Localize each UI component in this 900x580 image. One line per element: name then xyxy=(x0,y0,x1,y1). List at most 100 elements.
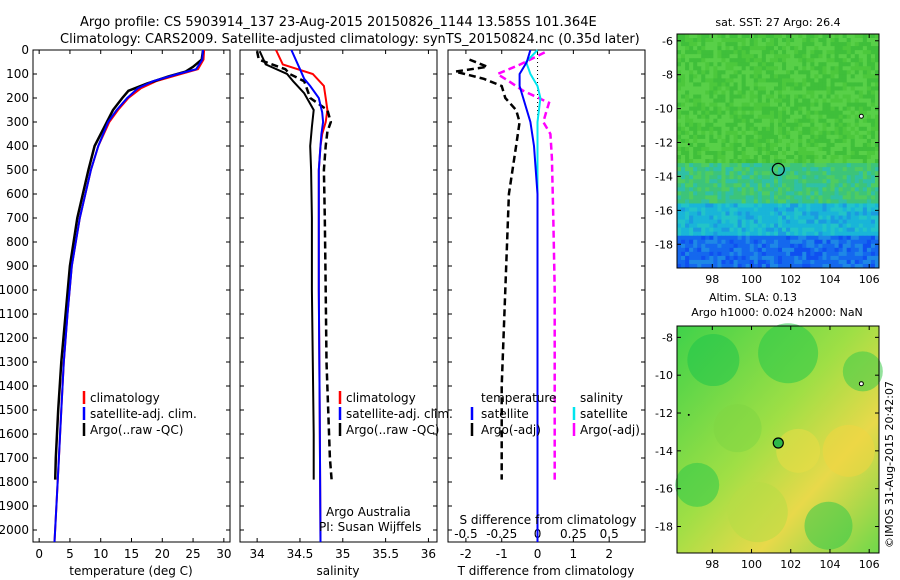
x-tick-label: 1 xyxy=(570,547,578,561)
argo-australia-label: Argo Australia xyxy=(326,505,411,519)
x-tick-label: 36 xyxy=(421,547,436,561)
depth-tick-label: 1600 xyxy=(0,427,29,441)
lon-tick-label: 102 xyxy=(780,273,801,286)
depth-tick-label: 2000 xyxy=(0,523,29,537)
salinity-legend: climatology satellite-adj. clim. Argo(..… xyxy=(338,391,453,437)
temperature-xlabel: temperature (deg C) xyxy=(69,564,192,578)
x-tick-label: 34.5 xyxy=(287,547,314,561)
depth-tick-label: 0 xyxy=(21,43,29,57)
legend-climatology: climatology xyxy=(90,391,160,405)
island-marker xyxy=(858,113,864,119)
x-tick-label: 34 xyxy=(249,547,264,561)
x-tick-label: 0 xyxy=(35,547,43,561)
pi-label: PI: Susan Wijffels xyxy=(319,520,421,534)
legend-salinity-title: salinity xyxy=(580,391,623,405)
x-tick-label: -1 xyxy=(496,547,508,561)
difference-toplabel: S difference from climatology xyxy=(460,513,637,527)
satellite-line xyxy=(290,49,325,543)
legend-temperature-title: temperature xyxy=(481,391,556,405)
x-tick-label: 35.5 xyxy=(372,547,399,561)
depth-tick-label: 1100 xyxy=(0,307,29,321)
island-marker xyxy=(687,143,690,146)
sla-map-frame xyxy=(676,325,880,554)
argo-line-2 xyxy=(258,50,315,480)
depth-tick-label: 900 xyxy=(6,259,29,273)
difference-xlabel: T difference from climatology xyxy=(457,564,635,578)
sst-map: 98 100 102 104 106 -6 -8 -10 -12 -14 -16 -18 xyxy=(655,34,880,286)
salinity-plot-frame xyxy=(239,49,438,543)
x-tick-label: 20 xyxy=(155,547,170,561)
x-tick-label: 25 xyxy=(185,547,200,561)
lat-tick-label: -18 xyxy=(655,521,673,534)
lat-tick-label: -16 xyxy=(655,483,673,496)
s-tick-label: -0.25 xyxy=(486,527,517,541)
sla-map-title-2: Argo h1000: 0.024 h2000: NaN xyxy=(691,306,863,319)
lat-tick-label: -10 xyxy=(655,369,673,382)
sla-map-title-1: Altim. SLA: 0.13 xyxy=(709,291,797,304)
lon-tick-label: 104 xyxy=(819,558,840,571)
difference-plot-frame xyxy=(447,49,646,543)
salinity-xlabel: salinity xyxy=(316,564,359,578)
x-tick-label: 0 xyxy=(534,547,542,561)
temperature-plot-frame xyxy=(32,49,231,543)
difference-legend: temperature satellite Argo(-adj) salinit… xyxy=(470,391,640,437)
lat-tick-label: -14 xyxy=(655,445,673,458)
legend-satellite-adj: satellite-adj. clim. xyxy=(90,407,197,421)
lat-tick-label: -8 xyxy=(662,331,673,344)
float-position-marker xyxy=(771,162,785,176)
lat-tick-label: -14 xyxy=(655,170,673,183)
x-tick-label: 30 xyxy=(216,547,231,561)
depth-tick-label: 1500 xyxy=(0,403,29,417)
legend-s-satellite: satellite xyxy=(580,407,628,421)
satellite-line xyxy=(53,49,204,543)
legend-climatology: climatology xyxy=(346,391,416,405)
lon-tick-label: 100 xyxy=(741,558,762,571)
header-line1: Argo profile: CS 5903914_137 23-Aug-2015… xyxy=(80,15,597,30)
depth-tick-label: 1300 xyxy=(0,355,29,369)
depth-tick-label: 400 xyxy=(6,139,29,153)
salinity-plot: 34 34.5 35 35.5 36 xyxy=(240,49,437,561)
t-satellite-line xyxy=(518,49,539,542)
depth-tick-label: 1700 xyxy=(0,451,29,465)
depth-tick-label: 100 xyxy=(6,67,29,81)
temperature-legend: climatology satellite-adj. clim. Argo(..… xyxy=(82,391,197,437)
x-tick-label: 35 xyxy=(335,547,350,561)
island-marker xyxy=(858,381,864,387)
header-line2: Climatology: CARS2009. Satellite-adjuste… xyxy=(60,32,640,47)
x-tick-label: 10 xyxy=(93,547,108,561)
float-position-marker xyxy=(772,437,784,449)
depth-tick-label: 1000 xyxy=(0,283,29,297)
legend-argo: Argo(..raw -QC) xyxy=(90,423,183,437)
depth-tick-label: 800 xyxy=(6,235,29,249)
depth-tick-label: 1400 xyxy=(0,379,29,393)
argo-line xyxy=(255,50,333,480)
lat-tick-label: -10 xyxy=(655,103,673,116)
depth-tick-label: 600 xyxy=(6,187,29,201)
depth-tick-label: 700 xyxy=(6,211,29,225)
legend-argo: Argo(..raw -QC) xyxy=(346,423,439,437)
depth-tick-label: 300 xyxy=(6,115,29,129)
t-argo-line xyxy=(454,58,521,480)
lon-tick-label: 98 xyxy=(705,273,719,286)
x-tick-label: -2 xyxy=(460,547,472,561)
x-tick-label: 5 xyxy=(66,547,74,561)
s-tick-label: 0.5 xyxy=(600,527,619,541)
lat-tick-label: -6 xyxy=(662,35,673,48)
depth-tick-label: 1900 xyxy=(0,499,29,513)
depth-tick-label: 1200 xyxy=(0,331,29,345)
depth-tick-label: 1800 xyxy=(0,475,29,489)
depth-tick-label: 200 xyxy=(6,91,29,105)
s-tick-label: 0.25 xyxy=(560,527,587,541)
s-tick-label: -0.5 xyxy=(454,527,477,541)
sst-map-title: sat. SST: 27 Argo: 26.4 xyxy=(715,16,840,29)
legend-t-satellite: satellite xyxy=(481,407,529,421)
lat-tick-label: -12 xyxy=(655,407,673,420)
lon-tick-label: 102 xyxy=(780,558,801,571)
sla-map: 98 100 102 104 106 -8 -10 -12 -14 -16 -18 xyxy=(655,323,883,571)
lon-tick-label: 100 xyxy=(741,273,762,286)
legend-s-argo: Argo(-adj) xyxy=(580,423,640,437)
sst-map-frame xyxy=(676,33,880,269)
depth-tick-label: 500 xyxy=(6,163,29,177)
